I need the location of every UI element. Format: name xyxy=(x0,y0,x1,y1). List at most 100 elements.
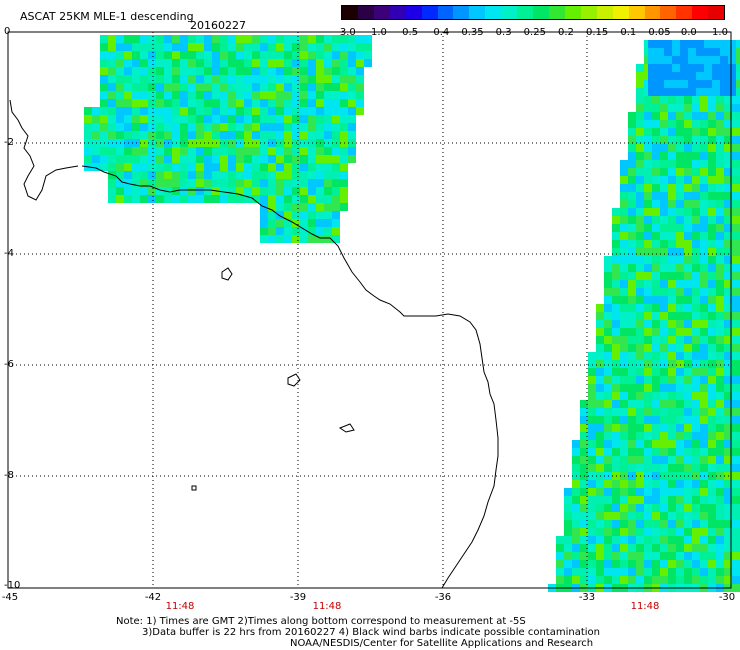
swath-cell xyxy=(676,312,684,320)
swath-cell xyxy=(692,528,700,536)
swath-cell xyxy=(732,272,740,280)
swath-cell xyxy=(276,147,284,155)
lat-label-2: -4 xyxy=(4,248,14,259)
swath-cell xyxy=(668,272,676,280)
swath-cell xyxy=(260,131,268,139)
swath-cell xyxy=(716,288,724,296)
swath-cell xyxy=(620,280,628,288)
swath-cell xyxy=(148,91,156,99)
swath-cell xyxy=(680,64,688,72)
swath-cell xyxy=(300,59,308,67)
swath-cell xyxy=(700,544,708,552)
swath-cell xyxy=(588,360,596,368)
swath-cell xyxy=(292,195,300,203)
swath-cell xyxy=(652,128,660,136)
swath-cell xyxy=(636,520,644,528)
swath-cell xyxy=(660,112,668,120)
swath-cell xyxy=(116,187,124,195)
swath-cell xyxy=(292,131,300,139)
swath-cell xyxy=(316,163,324,171)
swath-cell xyxy=(316,115,324,123)
swath-cell xyxy=(188,91,196,99)
swath-cell xyxy=(620,384,628,392)
swath-cell xyxy=(316,195,324,203)
swath-cell xyxy=(692,128,700,136)
swath-cell xyxy=(620,272,628,280)
swath-cell xyxy=(664,88,672,96)
swath-cell xyxy=(684,432,692,440)
swath-cell xyxy=(684,168,692,176)
swath-cell xyxy=(716,536,724,544)
swath-cell xyxy=(196,35,204,43)
swath-cell xyxy=(684,208,692,216)
swath-cell xyxy=(244,35,252,43)
swath-cell xyxy=(704,88,712,96)
swath-cell xyxy=(596,408,604,416)
swath-cell xyxy=(644,488,652,496)
swath-cell xyxy=(668,208,676,216)
swath-cell xyxy=(324,187,332,195)
swath-cell xyxy=(668,176,676,184)
swath-cell xyxy=(292,235,300,243)
swath-cell xyxy=(708,544,716,552)
swath-cell xyxy=(332,99,340,107)
swath-cell xyxy=(636,528,644,536)
swath-cell xyxy=(732,416,740,424)
swath-cell xyxy=(668,144,676,152)
swath-cell xyxy=(700,216,708,224)
swath-cell xyxy=(700,112,708,120)
swath-cell xyxy=(172,179,180,187)
swath-cell xyxy=(732,512,740,520)
swath-cell xyxy=(676,272,684,280)
swath-cell xyxy=(156,131,164,139)
swath-cell xyxy=(164,83,172,91)
swath-cell xyxy=(332,51,340,59)
swath-cell xyxy=(164,91,172,99)
swath-cell xyxy=(252,131,260,139)
swath-cell xyxy=(668,152,676,160)
swath-cell xyxy=(204,91,212,99)
swath-cell xyxy=(300,83,308,91)
swath-cell xyxy=(596,392,604,400)
swath-cell xyxy=(628,552,636,560)
swath-cell xyxy=(708,216,716,224)
swath-cell xyxy=(656,88,664,96)
swath-cell xyxy=(700,448,708,456)
swath-cell xyxy=(620,296,628,304)
swath-cell xyxy=(228,179,236,187)
swath-cell xyxy=(628,128,636,136)
swath-cell xyxy=(620,424,628,432)
swath-cell xyxy=(220,67,228,75)
swath-cell xyxy=(148,35,156,43)
swath-cell xyxy=(180,91,188,99)
swath-cell xyxy=(188,187,196,195)
swath-cell xyxy=(644,360,652,368)
swath-cell xyxy=(636,128,644,136)
swath-cell xyxy=(564,496,572,504)
swath-cell xyxy=(644,272,652,280)
colorbar-segment xyxy=(676,6,693,19)
swath-cell xyxy=(268,123,276,131)
swath-cell xyxy=(276,179,284,187)
swath-cell xyxy=(700,352,708,360)
swath-cell xyxy=(644,152,652,160)
swath-cell xyxy=(664,72,672,80)
swath-cell xyxy=(236,163,244,171)
swath-cell xyxy=(292,179,300,187)
swath-cell xyxy=(284,187,292,195)
swath-cell xyxy=(732,552,740,560)
swath-cell xyxy=(604,336,612,344)
swath-cell xyxy=(636,352,644,360)
swath-cell xyxy=(100,51,108,59)
swath-cell xyxy=(220,43,228,51)
swath-cell xyxy=(292,227,300,235)
swath-cell xyxy=(648,88,656,96)
swath-cell xyxy=(668,360,676,368)
swath-cell xyxy=(660,136,668,144)
swath-cell xyxy=(660,528,668,536)
swath-cell xyxy=(172,195,180,203)
swath-cell xyxy=(620,176,628,184)
swath-cell xyxy=(628,312,636,320)
swath-cell xyxy=(244,83,252,91)
swath-cell xyxy=(708,208,716,216)
